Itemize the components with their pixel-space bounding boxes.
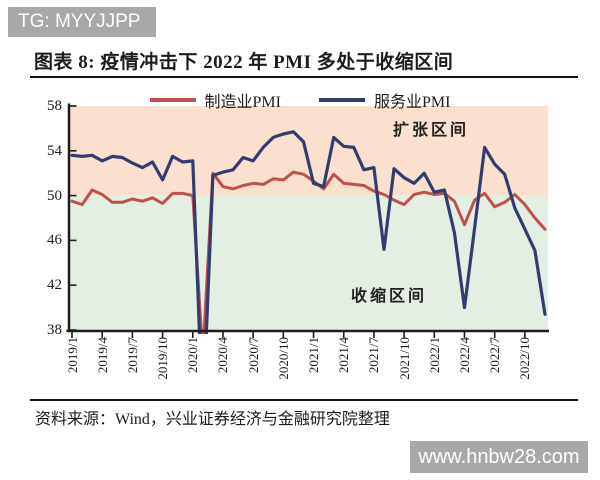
x-tick-label: 2019/7 xyxy=(125,337,140,374)
x-tick-label: 2020/4 xyxy=(215,337,230,374)
manufacturing-line-swatch xyxy=(149,98,196,102)
x-tick-label: 2021/10 xyxy=(397,337,412,380)
y-tick-label: 46 xyxy=(47,232,62,248)
legend-label-services: 服务业PMI xyxy=(374,94,451,111)
x-tick-label: 2022/4 xyxy=(457,337,472,374)
x-tick-label: 2019/1 xyxy=(65,337,80,374)
y-tick-label: 42 xyxy=(47,277,62,293)
x-tick-label: 2021/4 xyxy=(336,337,351,374)
legend-item-services: 服务业PMI xyxy=(319,88,450,112)
x-tick-label: 2020/7 xyxy=(246,337,261,374)
services-line-swatch xyxy=(319,98,365,102)
watermark-top: TG: MYYJJPP xyxy=(8,7,156,37)
contraction-zone-label: 收缩区间 xyxy=(351,288,428,305)
x-tick-label: 2022/7 xyxy=(487,337,502,374)
x-tick-label: 2020/10 xyxy=(276,337,291,380)
legend-item-manufacturing: 制造业PMI xyxy=(149,88,281,112)
x-tick-label: 2021/1 xyxy=(306,337,321,374)
y-tick-label: 50 xyxy=(47,188,62,204)
watermark-bottom: www.hnbw28.com xyxy=(410,441,588,473)
services-pmi-line xyxy=(70,130,547,334)
manufacturing-pmi-line xyxy=(70,170,547,334)
legend-label-manufacturing: 制造业PMI xyxy=(204,94,281,111)
expansion-zone-label: 扩张区间 xyxy=(393,122,470,139)
x-tick-label: 2020/1 xyxy=(185,337,200,374)
x-tick-label: 2022/10 xyxy=(517,337,532,380)
expansion-zone xyxy=(68,106,548,196)
x-tick-label: 2021/7 xyxy=(366,337,381,374)
y-tick-label: 38 xyxy=(47,322,62,338)
chart-legend: 制造业PMI 服务业PMI xyxy=(0,88,600,112)
title-divider xyxy=(30,76,578,78)
y-tick-label: 54 xyxy=(47,143,62,159)
footer-divider xyxy=(30,399,578,401)
x-tick-label: 2019/10 xyxy=(155,337,170,380)
x-tick-label: 2022/1 xyxy=(427,337,442,374)
x-tick-label: 2019/4 xyxy=(95,337,110,374)
source-text: 资料来源：Wind，兴业证券经济与金融研究院整理 xyxy=(35,411,390,428)
y-tick-label: 58 xyxy=(47,98,62,114)
chart-title: 图表 8: 疫情冲击下 2022 年 PMI 多处于收缩区间 xyxy=(34,52,454,73)
